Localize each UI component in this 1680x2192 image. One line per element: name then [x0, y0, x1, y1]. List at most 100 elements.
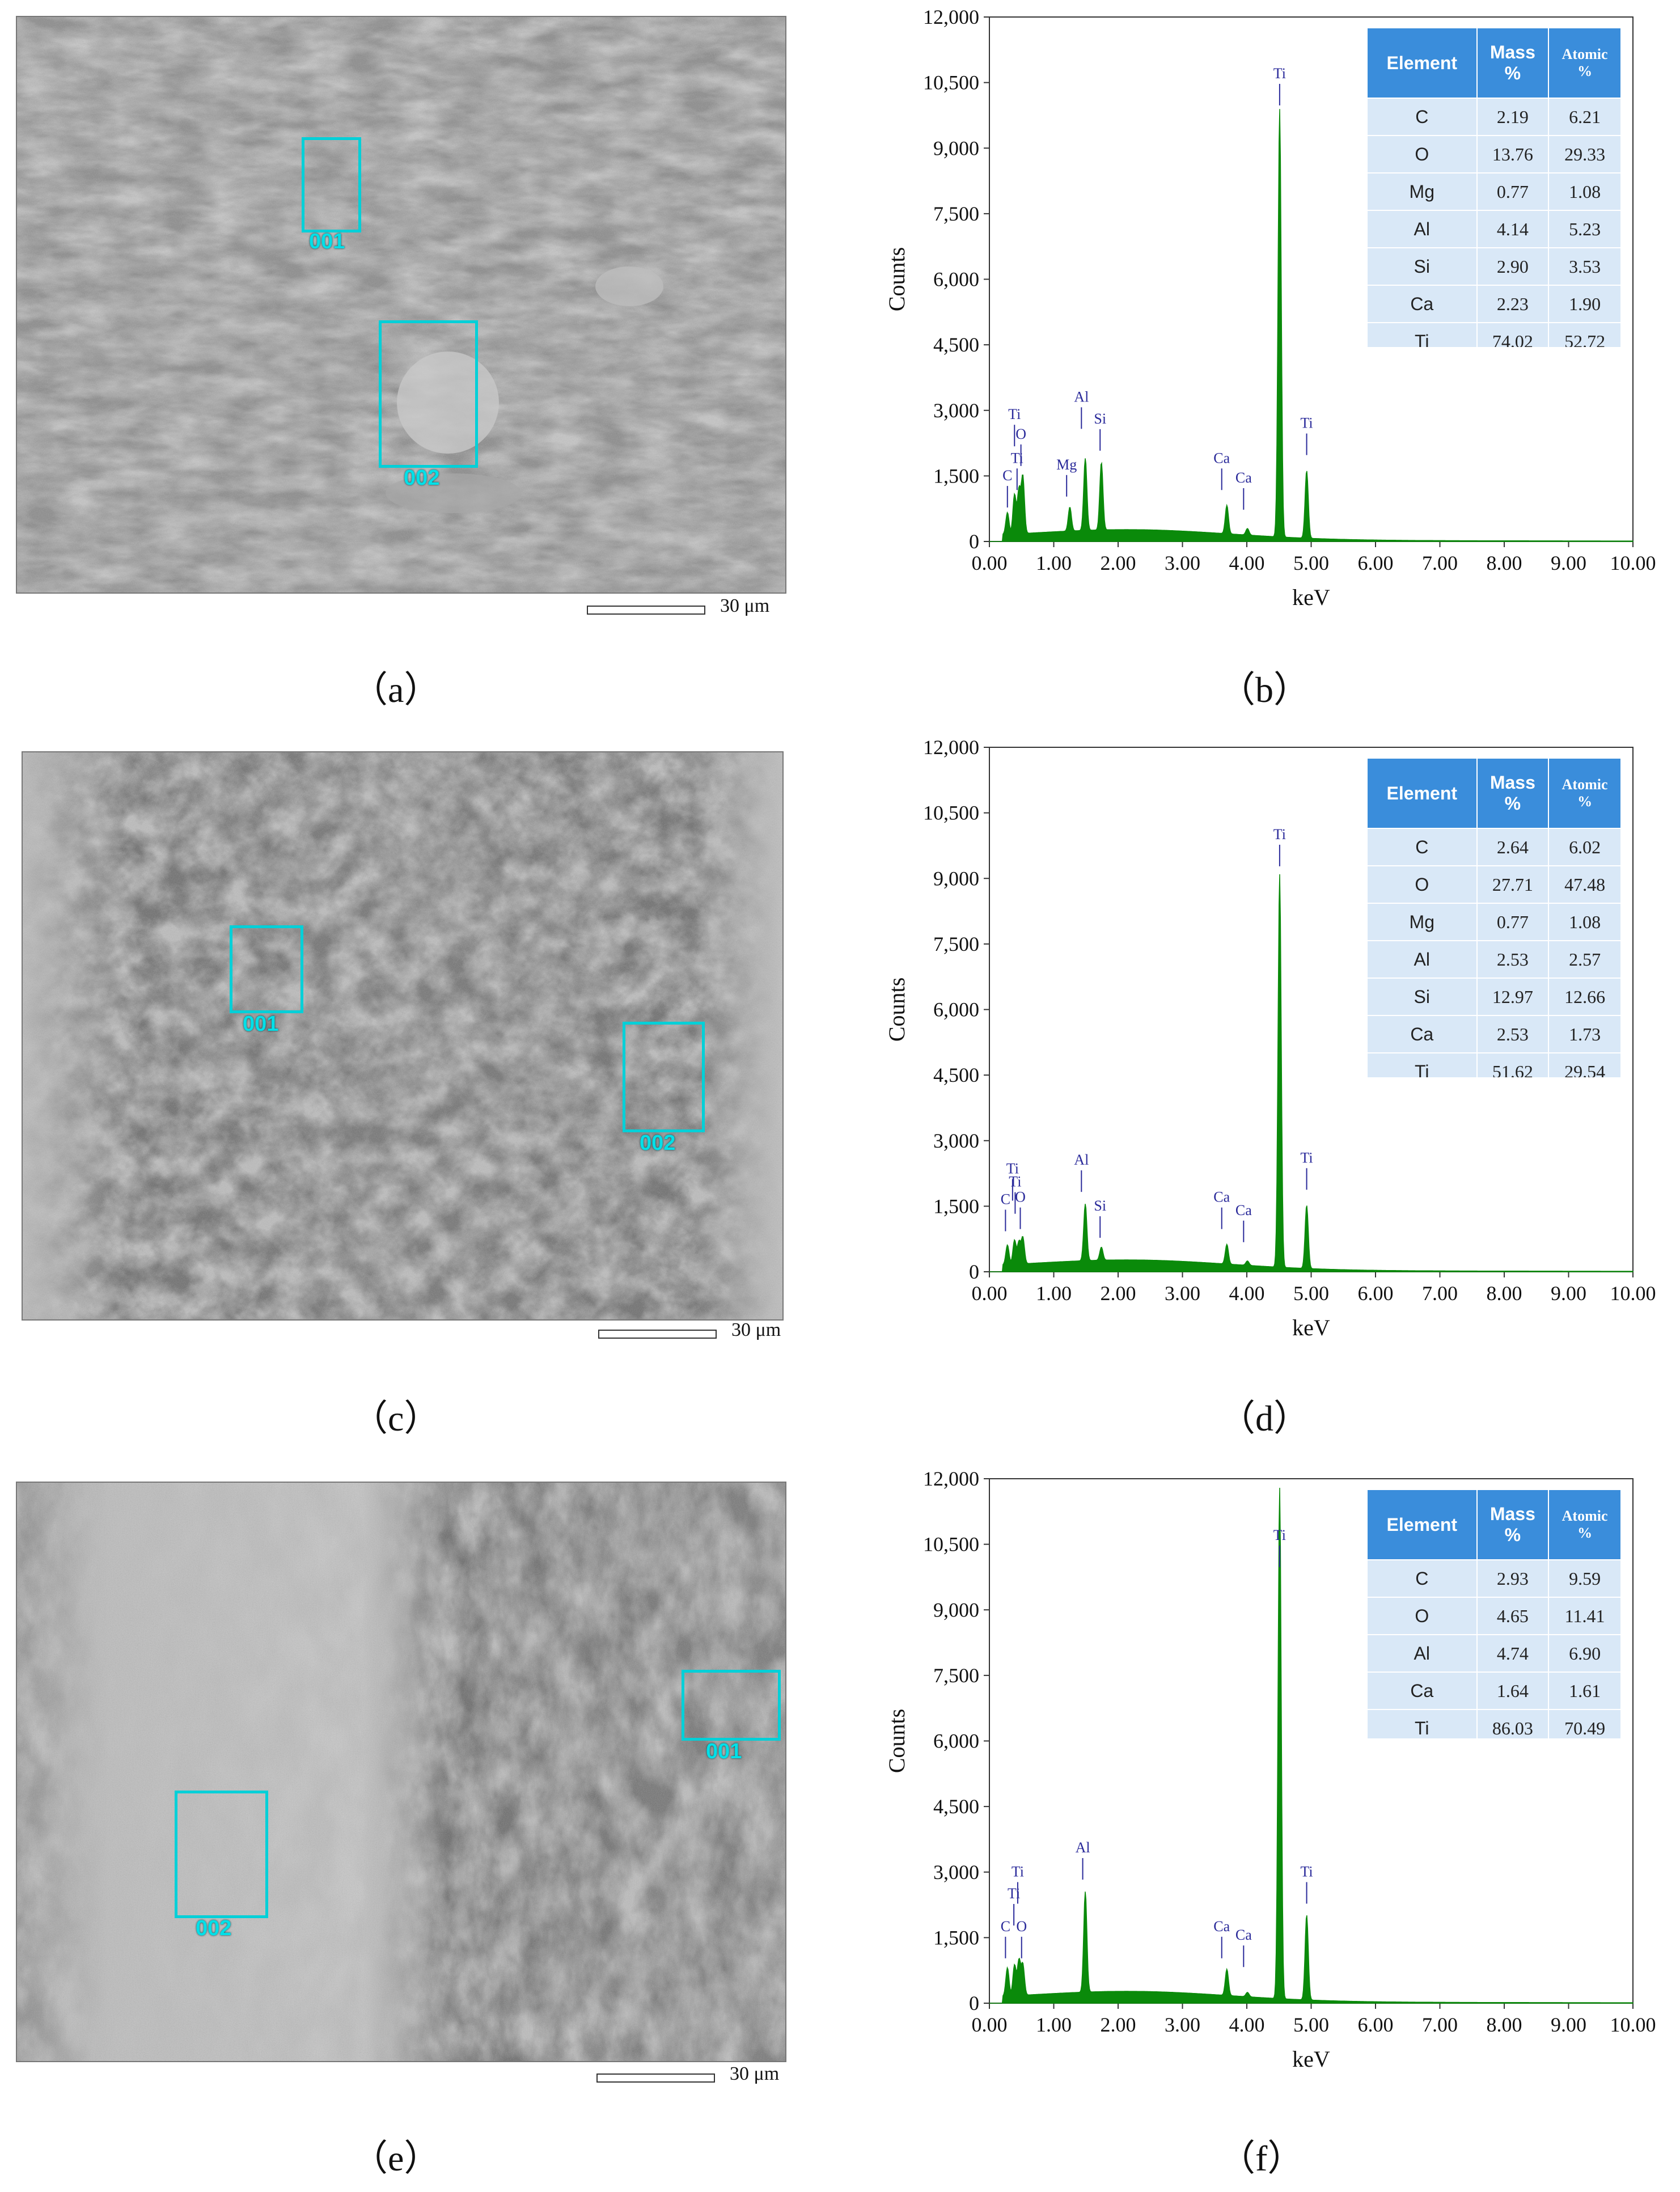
y-tick-label: 9,000 [933, 867, 979, 890]
y-tick-label: 12,000 [923, 1467, 979, 1490]
y-tick-label: 0 [969, 530, 979, 553]
y-tick-label: 1,500 [933, 1926, 979, 1949]
y-tick-label: 9,000 [933, 1598, 979, 1621]
peak-label-ti: Ti [1300, 1863, 1313, 1880]
eds-spectrum-f: 0 1,500 3,000 4,500 6,000 7,500 9,000 10,500 12,… [884, 1467, 1656, 2072]
table-row: Ti 86.03 70.49 [1366, 1709, 1622, 1738]
caption-d: （d） [1219, 1398, 1310, 1438]
table-row: Si 2.90 3.53 [1366, 247, 1622, 286]
peak-label-c: C [1001, 1918, 1010, 1935]
x-tick-label: 7.00 [1422, 2013, 1458, 2036]
value-cell: 2.53 [1476, 1015, 1550, 1053]
value-cell: 74.02 [1476, 322, 1550, 347]
peak-label-ti: Ti [1273, 1527, 1286, 1543]
scale-bar-label: 30 μm [731, 1319, 781, 1340]
table-header-row: Element Mass % Atomic % [1366, 27, 1622, 99]
y-tick-label: 12,000 [923, 736, 979, 759]
y-tick-label: 7,500 [933, 933, 979, 955]
scale-bar-label: 30 μm [730, 2063, 780, 2084]
element-cell: Ca [1366, 285, 1478, 323]
peak-label-ti: Ti [1012, 1863, 1024, 1880]
x-tick-label: 4.00 [1229, 1282, 1265, 1305]
x-tick-label: 9.00 [1551, 2013, 1586, 2036]
caption-f: （f） [1219, 2138, 1304, 2178]
x-tick-label: 4.00 [1229, 552, 1265, 574]
value-cell: 47.48 [1548, 865, 1622, 904]
table-header: Atomic % [1548, 758, 1622, 829]
spectrum-series [989, 874, 1634, 1272]
table-header: Mass % [1476, 27, 1550, 99]
value-cell: 4.74 [1476, 1634, 1550, 1673]
peak-label-al: Al [1074, 1152, 1089, 1168]
peak-label-mg: Mg [1056, 456, 1077, 473]
table-row: Mg 0.77 1.08 [1366, 172, 1622, 211]
value-cell: 2.19 [1476, 98, 1550, 136]
x-tick-label: 8.00 [1487, 1282, 1522, 1305]
region-box-a-002 [379, 320, 478, 468]
y-tick-label: 7,500 [933, 1664, 979, 1687]
table-row: C 2.64 6.02 [1366, 828, 1622, 866]
element-cell: C [1366, 98, 1478, 136]
region-box-e-002 [175, 1791, 268, 1918]
value-cell: 0.77 [1476, 903, 1550, 941]
x-tick-label: 1.00 [1036, 2013, 1072, 2036]
value-cell: 4.65 [1476, 1597, 1550, 1635]
peak-label-al: Al [1076, 1839, 1090, 1856]
eds-chart-b: 0 1,500 3,000 4,500 6,000 7,500 9,000 10,500 12,… [867, 6, 1661, 675]
peak-label-si: Si [1094, 411, 1106, 427]
table-header-row: Element Mass % Atomic % [1366, 1489, 1622, 1560]
peak-label-ca: Ca [1235, 469, 1252, 486]
region-label-e-001: 001 [706, 1740, 742, 1763]
caption-c: （c） [352, 1398, 441, 1438]
x-tick-label: 9.00 [1551, 1282, 1586, 1305]
peak-label-ti: Ti [1009, 1174, 1021, 1190]
x-tick-label: 6.00 [1358, 2013, 1394, 2036]
x-axis-label: keV [1292, 1315, 1330, 1340]
value-cell: 13.76 [1476, 135, 1550, 174]
y-tick-label: 6,000 [933, 268, 979, 291]
value-cell: 70.49 [1548, 1709, 1622, 1738]
x-tick-label: 7.00 [1422, 552, 1458, 574]
spectrum-series [989, 1487, 1634, 2004]
value-cell: 86.03 [1476, 1709, 1550, 1738]
value-cell: 29.54 [1548, 1052, 1622, 1077]
x-tick-label: 0.00 [972, 1282, 1008, 1305]
sem-image-e [16, 1482, 786, 2062]
element-cell: Mg [1366, 903, 1478, 941]
peak-label-ti: Ti [1011, 450, 1023, 466]
x-tick-label: 8.00 [1487, 2013, 1522, 2036]
table-header: Atomic % [1548, 1489, 1622, 1560]
value-cell: 1.08 [1548, 903, 1622, 941]
eds-chart-d: 0 1,500 3,000 4,500 6,000 7,500 9,000 10,500 12,… [867, 736, 1661, 1405]
x-tick-label: 7.00 [1422, 1282, 1458, 1305]
x-tick-label: 10.00 [1610, 1282, 1656, 1305]
eds-spectrum-b: 0 1,500 3,000 4,500 6,000 7,500 9,000 10,500 12,… [884, 6, 1656, 610]
element-cell: Si [1366, 247, 1478, 286]
y-tick-label: 1,500 [933, 464, 979, 487]
table-header: Element [1366, 758, 1478, 829]
x-tick-label: 2.00 [1101, 1282, 1136, 1305]
table-row: Ti 51.62 29.54 [1366, 1052, 1622, 1077]
element-cell: Al [1366, 1634, 1478, 1673]
value-cell: 6.02 [1548, 828, 1622, 866]
table-row: O 13.76 29.33 [1366, 135, 1622, 174]
sem-texture-c [23, 752, 782, 1319]
value-cell: 52.72 [1548, 322, 1622, 347]
sem-image-c [22, 751, 784, 1321]
x-tick-label: 3.00 [1165, 552, 1200, 574]
table-header: Element [1366, 1489, 1478, 1560]
scale-bar-line [596, 2073, 715, 2083]
x-tick-label: 6.00 [1358, 552, 1394, 574]
table-row: O 27.71 47.48 [1366, 865, 1622, 904]
table-header: Mass % [1476, 758, 1550, 829]
table-row: Al 2.53 2.57 [1366, 940, 1622, 979]
region-label-a-002: 002 [404, 466, 440, 490]
y-tick-label: 3,000 [933, 1129, 979, 1152]
y-tick-label: 10,500 [923, 71, 979, 94]
value-cell: 51.62 [1476, 1052, 1550, 1077]
peak-label-ca: Ca [1213, 1918, 1230, 1935]
value-cell: 9.59 [1548, 1559, 1622, 1598]
